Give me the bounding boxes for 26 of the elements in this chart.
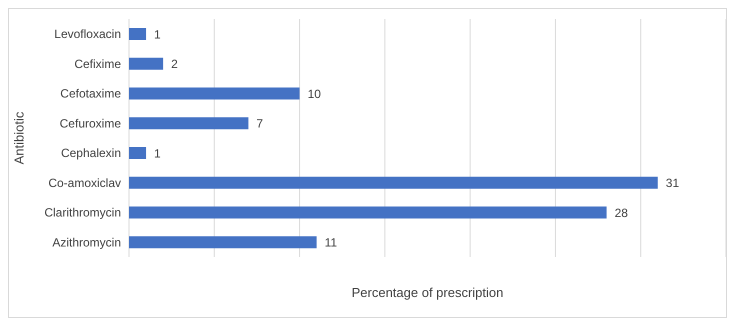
y-tick-label: Clarithromycin xyxy=(44,206,121,220)
data-label: 7 xyxy=(256,116,264,131)
y-tick-label: Levofloxacin xyxy=(54,27,121,42)
data-label: 11 xyxy=(324,236,338,250)
bar xyxy=(129,147,146,159)
data-label: 31 xyxy=(666,176,680,190)
bar xyxy=(129,58,164,70)
y-tick-label: Co-amoxiclav xyxy=(48,176,121,190)
bar xyxy=(129,28,146,40)
y-tick-label: Cephalexin xyxy=(60,146,121,160)
x-axis-title: Percentage of prescription xyxy=(352,285,504,300)
bar xyxy=(129,88,300,100)
y-tick-label: Cefotaxime xyxy=(60,86,122,101)
bar xyxy=(129,236,317,248)
bar xyxy=(129,206,607,218)
y-axis-title: Antibiotic xyxy=(12,111,27,164)
data-label: 28 xyxy=(614,206,628,220)
data-label: 10 xyxy=(308,86,322,101)
bar xyxy=(129,117,248,130)
data-label: 2 xyxy=(171,57,178,72)
data-label: 1 xyxy=(154,27,162,42)
y-tick-label: Cefixime xyxy=(74,56,122,71)
data-label: 1 xyxy=(154,146,162,160)
bar xyxy=(129,176,658,189)
y-tick-label: Azithromycin xyxy=(52,235,121,250)
y-tick-label: Cefuroxime xyxy=(60,116,122,130)
